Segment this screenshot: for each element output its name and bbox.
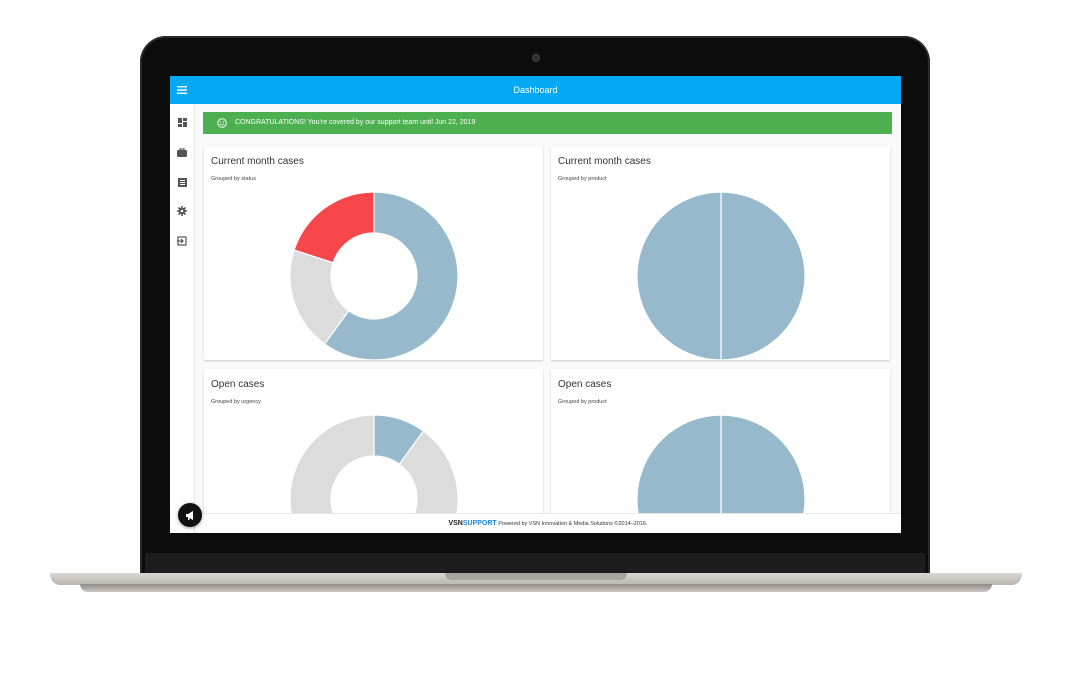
product-pie-chart xyxy=(636,191,806,360)
pie-slice-3[interactable] xyxy=(293,191,375,264)
app-screen: Dashboard xyxy=(170,76,901,533)
page-title: Dashboard xyxy=(513,85,558,95)
briefcase-icon xyxy=(177,147,187,157)
card-title: Current month cases xyxy=(558,156,651,167)
card-open-product: Open cases Grouped by product xyxy=(551,369,890,513)
menu-button[interactable] xyxy=(170,76,194,104)
pie-slice-1[interactable] xyxy=(720,191,806,360)
list-icon xyxy=(177,177,187,187)
laptop-notch xyxy=(445,573,627,580)
footer-text: Powered by VSN Innovation & Media Soluti… xyxy=(498,521,648,527)
laptop-chin xyxy=(145,553,925,575)
camera-icon xyxy=(533,55,539,61)
menu-icon xyxy=(177,86,187,94)
sidebar-item-cases[interactable] xyxy=(176,146,188,158)
sidebar-item-sign-out[interactable] xyxy=(176,235,188,247)
card-current-month-status: Current month cases Grouped by status xyxy=(204,146,543,360)
card-title: Open cases xyxy=(558,379,612,390)
top-app-bar: Dashboard xyxy=(170,76,901,104)
card-open-urgency: Open cases Grouped by urgency xyxy=(204,369,543,513)
card-subtitle: Grouped by product xyxy=(558,399,607,405)
status-donut-chart xyxy=(289,191,459,360)
card-subtitle: Grouped by urgency xyxy=(211,399,261,405)
pie-slice-2[interactable] xyxy=(374,430,459,513)
pie-slice-1[interactable] xyxy=(720,414,806,513)
card-title: Open cases xyxy=(211,379,265,390)
sign-out-icon xyxy=(177,236,187,246)
smiley-icon xyxy=(217,118,227,128)
gear-icon xyxy=(177,206,187,216)
banner-text: CONGRATULATIONS! You're covered by our s… xyxy=(235,119,476,126)
open-product-pie-chart xyxy=(636,414,806,513)
pie-slice-1[interactable] xyxy=(323,191,459,360)
megaphone-icon xyxy=(185,510,193,520)
card-current-month-product: Current month cases Grouped by product xyxy=(551,146,890,360)
sidebar-item-list[interactable] xyxy=(176,176,188,188)
card-subtitle: Grouped by product xyxy=(558,176,607,182)
sidebar-item-dashboard[interactable] xyxy=(176,116,188,128)
dashboard-content: CONGRATULATIONS! You're covered by our s… xyxy=(195,104,901,513)
sidebar xyxy=(170,104,195,533)
support-banner: CONGRATULATIONS! You're covered by our s… xyxy=(203,112,892,134)
urgency-donut-chart xyxy=(289,414,459,513)
pie-slice-2[interactable] xyxy=(636,191,722,360)
pie-slice-3[interactable] xyxy=(289,414,375,513)
footer: VSNSUPPORT Powered by VSN Innovation & M… xyxy=(195,513,901,533)
footer-logo-support: SUPPORT xyxy=(462,520,497,527)
sidebar-item-settings[interactable] xyxy=(176,205,188,217)
footer-logo-vsn: VSN xyxy=(448,520,463,527)
pie-slice-2[interactable] xyxy=(636,414,722,513)
dashboard-icon xyxy=(177,117,187,127)
laptop-base-shadow xyxy=(80,584,992,592)
feedback-fab-button[interactable] xyxy=(178,503,202,527)
card-title: Current month cases xyxy=(211,156,304,167)
card-subtitle: Grouped by status xyxy=(211,176,256,182)
